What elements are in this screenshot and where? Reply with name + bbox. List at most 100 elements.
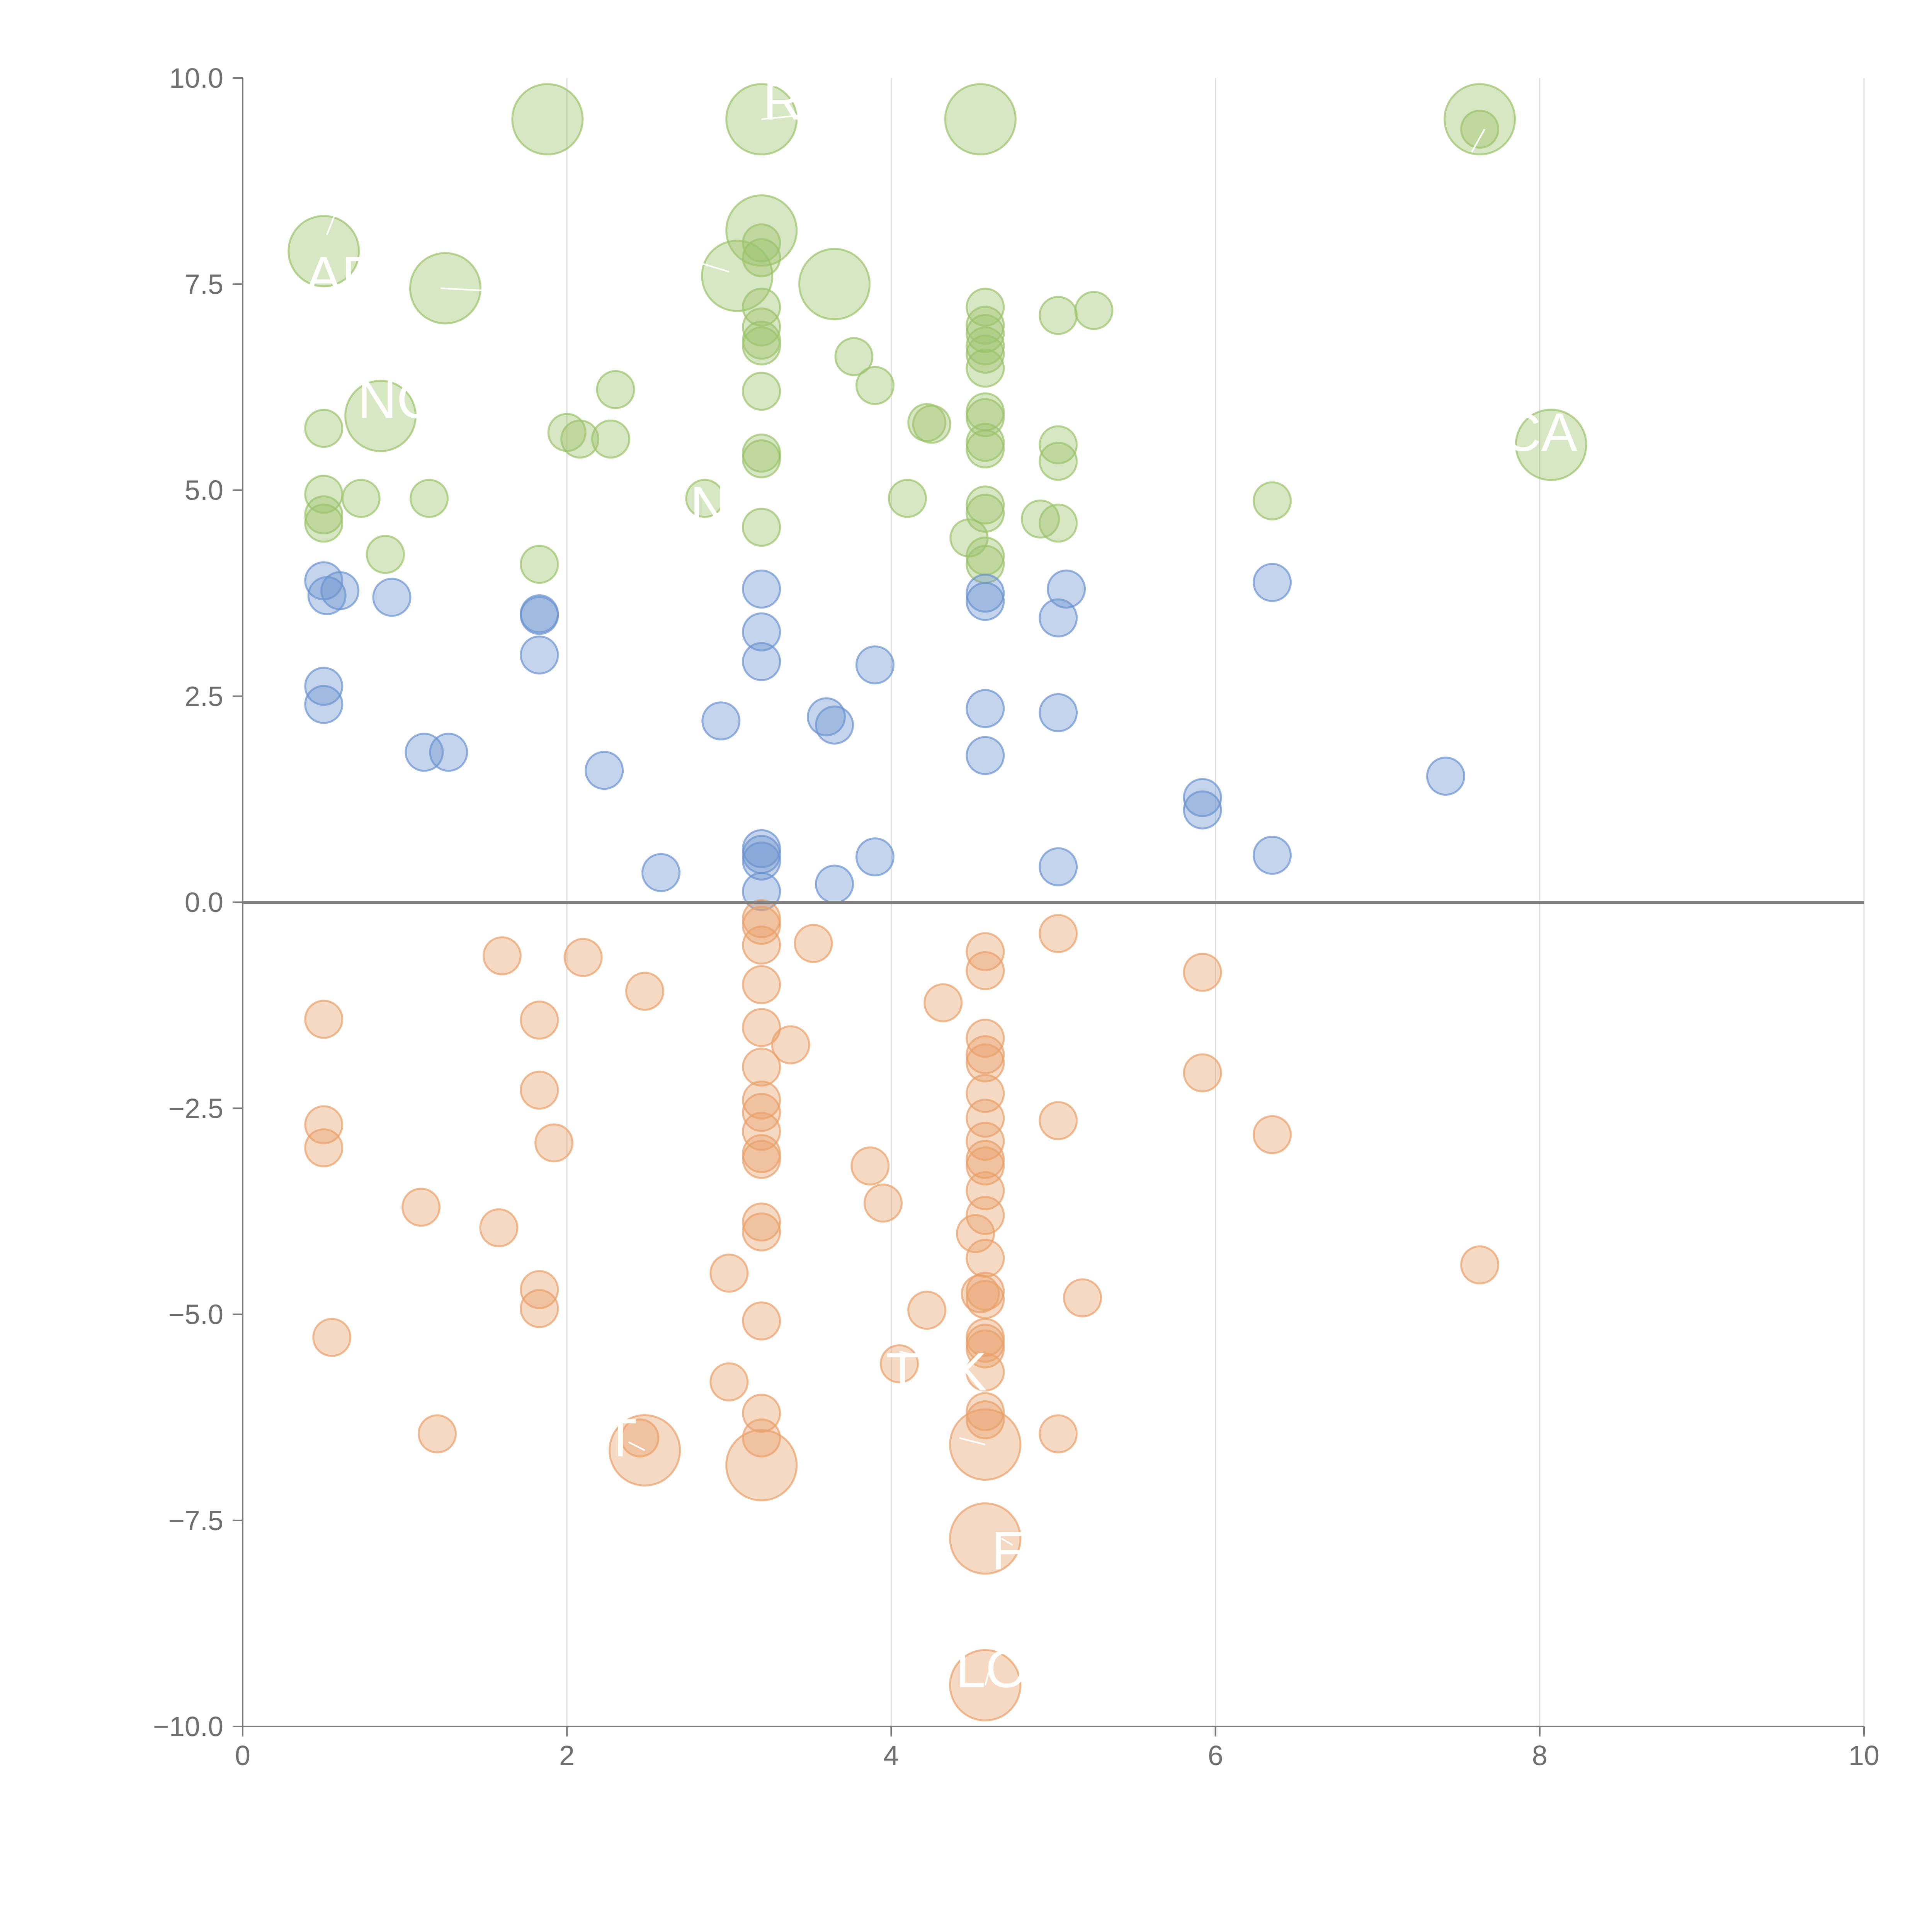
- lower-point-71: [1039, 1414, 1078, 1454]
- upper-point-22: [596, 370, 635, 409]
- x-axis-ticks: 0 2 4 6 8 10: [235, 1726, 1879, 1771]
- label-leader-6: [899, 1350, 916, 1357]
- middle-point-31: [1047, 569, 1086, 609]
- upper-point-0: [287, 215, 360, 287]
- upper-point-55: [1039, 296, 1078, 335]
- y-axis-ticks: −10.0 −7.5 −5.0 −2.5 0.0 2.5 5.0 7.5 10.0: [153, 63, 243, 1742]
- data-points: [287, 83, 1587, 1721]
- lower-point-2: [304, 1128, 344, 1168]
- upper-point-45: [966, 349, 1005, 388]
- middle-point-23: [815, 864, 854, 904]
- lower-point-25: [742, 1080, 781, 1120]
- lower-point-57: [966, 1238, 1005, 1278]
- lower-point-38: [850, 1146, 890, 1186]
- lower-point-31: [742, 1212, 781, 1252]
- label-leader-0: [761, 114, 802, 120]
- x-tick-label-4: 8: [1532, 1740, 1548, 1771]
- x-tick-label-3: 6: [1208, 1740, 1223, 1771]
- lower-point-56: [966, 1196, 1005, 1235]
- middle-point-7: [429, 733, 468, 772]
- point-label-4: CA: [1502, 402, 1578, 463]
- lower-point-12: [534, 1123, 574, 1163]
- upper-point-35: [855, 366, 895, 405]
- lower-point-43: [956, 1214, 995, 1253]
- lower-point-76: [1460, 1245, 1500, 1285]
- point-label-6: T: [886, 1341, 919, 1402]
- lower-point-15: [625, 971, 665, 1011]
- label-leader-2: [440, 287, 519, 293]
- y-tick-label-7: 7.5: [185, 269, 223, 300]
- point-label-9: T: [604, 1407, 637, 1468]
- lower-point-51: [966, 1099, 1005, 1138]
- middle-point-2: [320, 571, 360, 611]
- upper-point-13: [304, 495, 344, 534]
- lower-point-74: [1183, 1053, 1222, 1093]
- lower-point-17: [709, 1253, 749, 1293]
- middle-point-15: [742, 612, 781, 651]
- lower-point-67: [949, 1502, 1022, 1575]
- label-leader-1: [326, 209, 338, 235]
- x-tick-label-0: 0: [235, 1740, 250, 1771]
- upper-point-32: [742, 439, 781, 478]
- lower-point-8: [520, 1000, 559, 1040]
- lower-point-27: [742, 1112, 781, 1151]
- middle-point-26: [966, 573, 1005, 613]
- lower-point-72: [1063, 1278, 1102, 1318]
- upper-point-34: [834, 337, 874, 376]
- upper-point-41: [966, 306, 1005, 345]
- middle-point-14: [742, 569, 781, 609]
- lower-point-7: [482, 936, 522, 976]
- lower-point-29: [742, 1139, 781, 1179]
- x-tick-label-2: 4: [883, 1740, 899, 1771]
- y-tick-label-2: −5.0: [168, 1299, 223, 1330]
- lower-point-37: [794, 924, 833, 963]
- middle-point-36: [1252, 563, 1292, 602]
- middle-point-21: [807, 697, 846, 736]
- point-label-2: NC: [358, 369, 436, 430]
- lower-point-23: [742, 1008, 781, 1047]
- point-label-5: K: [951, 1341, 987, 1402]
- upper-point-26: [742, 287, 781, 327]
- upper-point-42: [966, 314, 1005, 353]
- middle-point-35: [1183, 790, 1222, 830]
- point-label-7: F: [992, 1520, 1025, 1581]
- middle-point-12: [641, 853, 681, 892]
- middle-point-22: [815, 705, 854, 745]
- lower-point-34: [742, 1418, 781, 1458]
- lower-point-48: [966, 1035, 1005, 1075]
- upper-point-49: [966, 429, 1005, 469]
- middle-point-3: [372, 578, 412, 617]
- middle-point-19: [742, 841, 781, 881]
- middle-point-10: [520, 635, 559, 675]
- lower-point-13: [563, 938, 603, 977]
- label-leader-7: [1001, 1537, 1014, 1546]
- upper-point-5: [944, 83, 1017, 156]
- y-tick-label-3: −2.5: [168, 1093, 223, 1124]
- y-tick-label-6: 5.0: [185, 475, 223, 506]
- upper-point-16: [366, 535, 405, 574]
- y-tick-label-5: 2.5: [185, 681, 223, 712]
- lower-point-3: [312, 1318, 352, 1357]
- lower-point-14: [620, 1418, 660, 1458]
- upper-point-29: [742, 326, 781, 366]
- upper-point-15: [341, 479, 381, 518]
- label-leader-8: [984, 1672, 990, 1685]
- lower-point-30: [742, 1202, 781, 1242]
- middle-point-9: [520, 596, 559, 635]
- point-label-8: LO: [956, 1638, 1028, 1699]
- middle-point-32: [1039, 693, 1078, 732]
- lower-point-70: [1039, 1101, 1078, 1140]
- lower-point-46: [966, 951, 1005, 990]
- middle-point-33: [1039, 847, 1078, 886]
- lower-point-11: [520, 1289, 559, 1328]
- upper-point-58: [1039, 503, 1078, 543]
- label-leader-3: [693, 260, 730, 273]
- middle-point-24: [855, 645, 895, 685]
- point-label-1: AF: [305, 245, 374, 306]
- upper-point-51: [966, 493, 1005, 533]
- upper-point-33: [742, 507, 781, 547]
- upper-point-23: [685, 479, 724, 518]
- lower-point-0: [304, 1000, 344, 1039]
- middle-point-30: [1039, 598, 1078, 638]
